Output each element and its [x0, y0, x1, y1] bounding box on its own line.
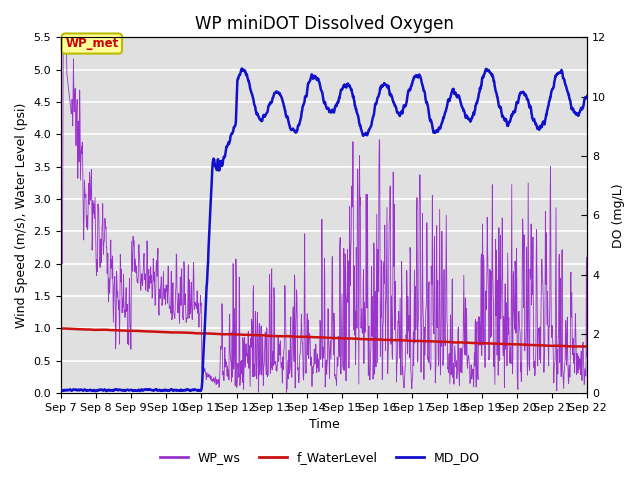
Y-axis label: Wind Speed (m/s), Water Level (psi): Wind Speed (m/s), Water Level (psi): [15, 103, 28, 328]
Y-axis label: DO (mg/L): DO (mg/L): [612, 183, 625, 248]
X-axis label: Time: Time: [309, 419, 340, 432]
Text: WP_met: WP_met: [65, 37, 118, 50]
Title: WP miniDOT Dissolved Oxygen: WP miniDOT Dissolved Oxygen: [195, 15, 454, 33]
Legend: WP_ws, f_WaterLevel, MD_DO: WP_ws, f_WaterLevel, MD_DO: [155, 446, 485, 469]
